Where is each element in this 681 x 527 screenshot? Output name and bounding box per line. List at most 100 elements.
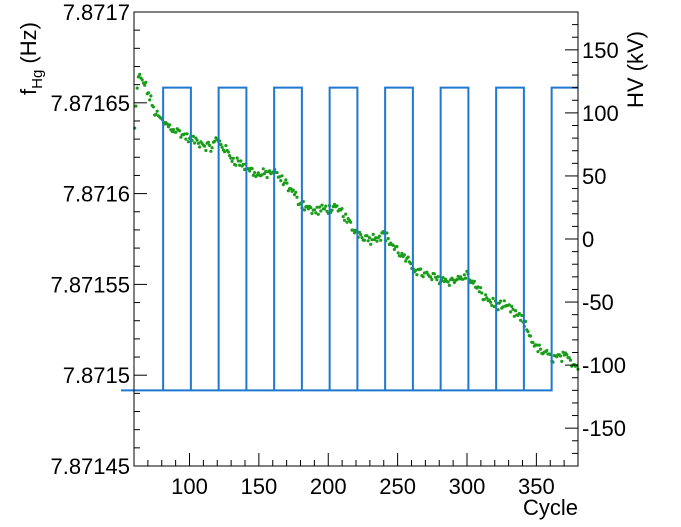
frequency-point (477, 290, 481, 294)
frequency-point (210, 146, 214, 150)
frequency-point (268, 169, 272, 173)
frequency-point (342, 218, 347, 222)
frequency-point (461, 277, 465, 281)
frequency-point (492, 305, 496, 309)
frequency-point (480, 291, 484, 295)
frequency-point (351, 228, 355, 232)
frequency-point (392, 247, 396, 251)
frequency-point (484, 293, 488, 297)
frequency-point (265, 175, 269, 180)
frequency-point (312, 208, 317, 212)
frequency-point (310, 211, 314, 215)
frequency-point (203, 144, 207, 148)
frequency-point (379, 238, 383, 242)
y-left-tick-label: 7.8715 (63, 363, 130, 388)
frequency-point (375, 239, 379, 243)
frequency-point (560, 359, 564, 363)
frequency-point (149, 94, 153, 98)
frequency-point (191, 134, 195, 138)
frequency-point (352, 231, 357, 235)
frequency-point (305, 204, 309, 208)
y-left-tick-label: 7.8717 (63, 0, 130, 25)
frequency-point (144, 80, 148, 84)
frequency-point (295, 195, 299, 199)
frequency-point (567, 356, 571, 360)
frequency-point (499, 299, 503, 303)
frequency-point (220, 145, 224, 149)
plot-layer (121, 72, 580, 392)
frequency-point (568, 358, 573, 362)
frequency-point (226, 150, 230, 154)
frequency-point (277, 175, 282, 179)
frequency-point (451, 278, 455, 282)
frequency-point (359, 233, 363, 237)
frequency-point (261, 167, 265, 171)
frequency-point (370, 238, 374, 242)
frequency-point (490, 303, 494, 307)
hv-step-line (121, 86, 578, 392)
frequency-point (432, 272, 436, 276)
frequency-point (186, 140, 190, 144)
frequency-point (148, 98, 152, 102)
frequency-point (537, 343, 541, 347)
frequency-point (365, 234, 369, 238)
frequency-point (235, 156, 239, 160)
frequency-point (456, 274, 460, 278)
x-axis-label: Cycle (523, 495, 578, 520)
frequency-point (429, 275, 433, 279)
frequency-point (184, 137, 188, 141)
frequency-point (302, 208, 307, 212)
frequency-point (219, 142, 223, 147)
frequency-point (545, 348, 549, 353)
frequency-point (140, 78, 144, 82)
frequency-point (238, 163, 242, 167)
frequency-point (206, 140, 210, 144)
frequency-point (507, 303, 511, 307)
frequency-point (362, 238, 367, 242)
frequency-point (204, 148, 208, 153)
frequency-point (285, 181, 289, 185)
frequency-point (198, 145, 202, 149)
frequency-point (256, 171, 260, 175)
y-right-tick-label: 0 (582, 227, 594, 252)
frequency-point (455, 277, 459, 282)
y-left-tick-label: 7.8716 (63, 182, 130, 207)
frequency-point (414, 268, 418, 272)
frequency-point (319, 209, 323, 213)
frequency-point (309, 206, 313, 210)
frequency-point (314, 211, 318, 215)
x-tick-label: 100 (171, 474, 208, 499)
frequency-point (464, 276, 468, 280)
frequency-point (485, 296, 489, 300)
frequency-point (496, 308, 500, 312)
frequency-point (213, 139, 217, 143)
y-axis-label-left-main: f (16, 88, 41, 95)
y-left-tick-label: 7.87165 (50, 91, 130, 116)
frequency-point (151, 105, 155, 109)
frequency-point (511, 307, 515, 311)
frequency-point (491, 296, 495, 300)
frequency-point (230, 159, 234, 163)
frequency-point (250, 167, 254, 171)
frequency-point (374, 236, 378, 240)
frequency-point (335, 204, 339, 208)
frequency-point (231, 156, 235, 160)
frequency-point (340, 207, 344, 211)
y-left-tick-label: 7.87145 (50, 454, 130, 479)
frequency-point (435, 278, 439, 282)
frequency-point (248, 169, 252, 173)
frequency-point (224, 144, 228, 148)
frequency-point (531, 340, 535, 345)
frequency-point (135, 86, 139, 90)
frequency-point (482, 297, 486, 302)
frequency-point (316, 212, 320, 216)
frequency-point (322, 207, 327, 211)
frequency-point (391, 243, 395, 247)
frequency-point (360, 236, 364, 240)
y-axis-label-left-unit: (Hz) (16, 22, 41, 70)
y-right-tick-label: 50 (582, 164, 606, 189)
frequency-point (489, 300, 493, 304)
frequency-point (239, 159, 243, 163)
frequency-point (229, 156, 233, 160)
